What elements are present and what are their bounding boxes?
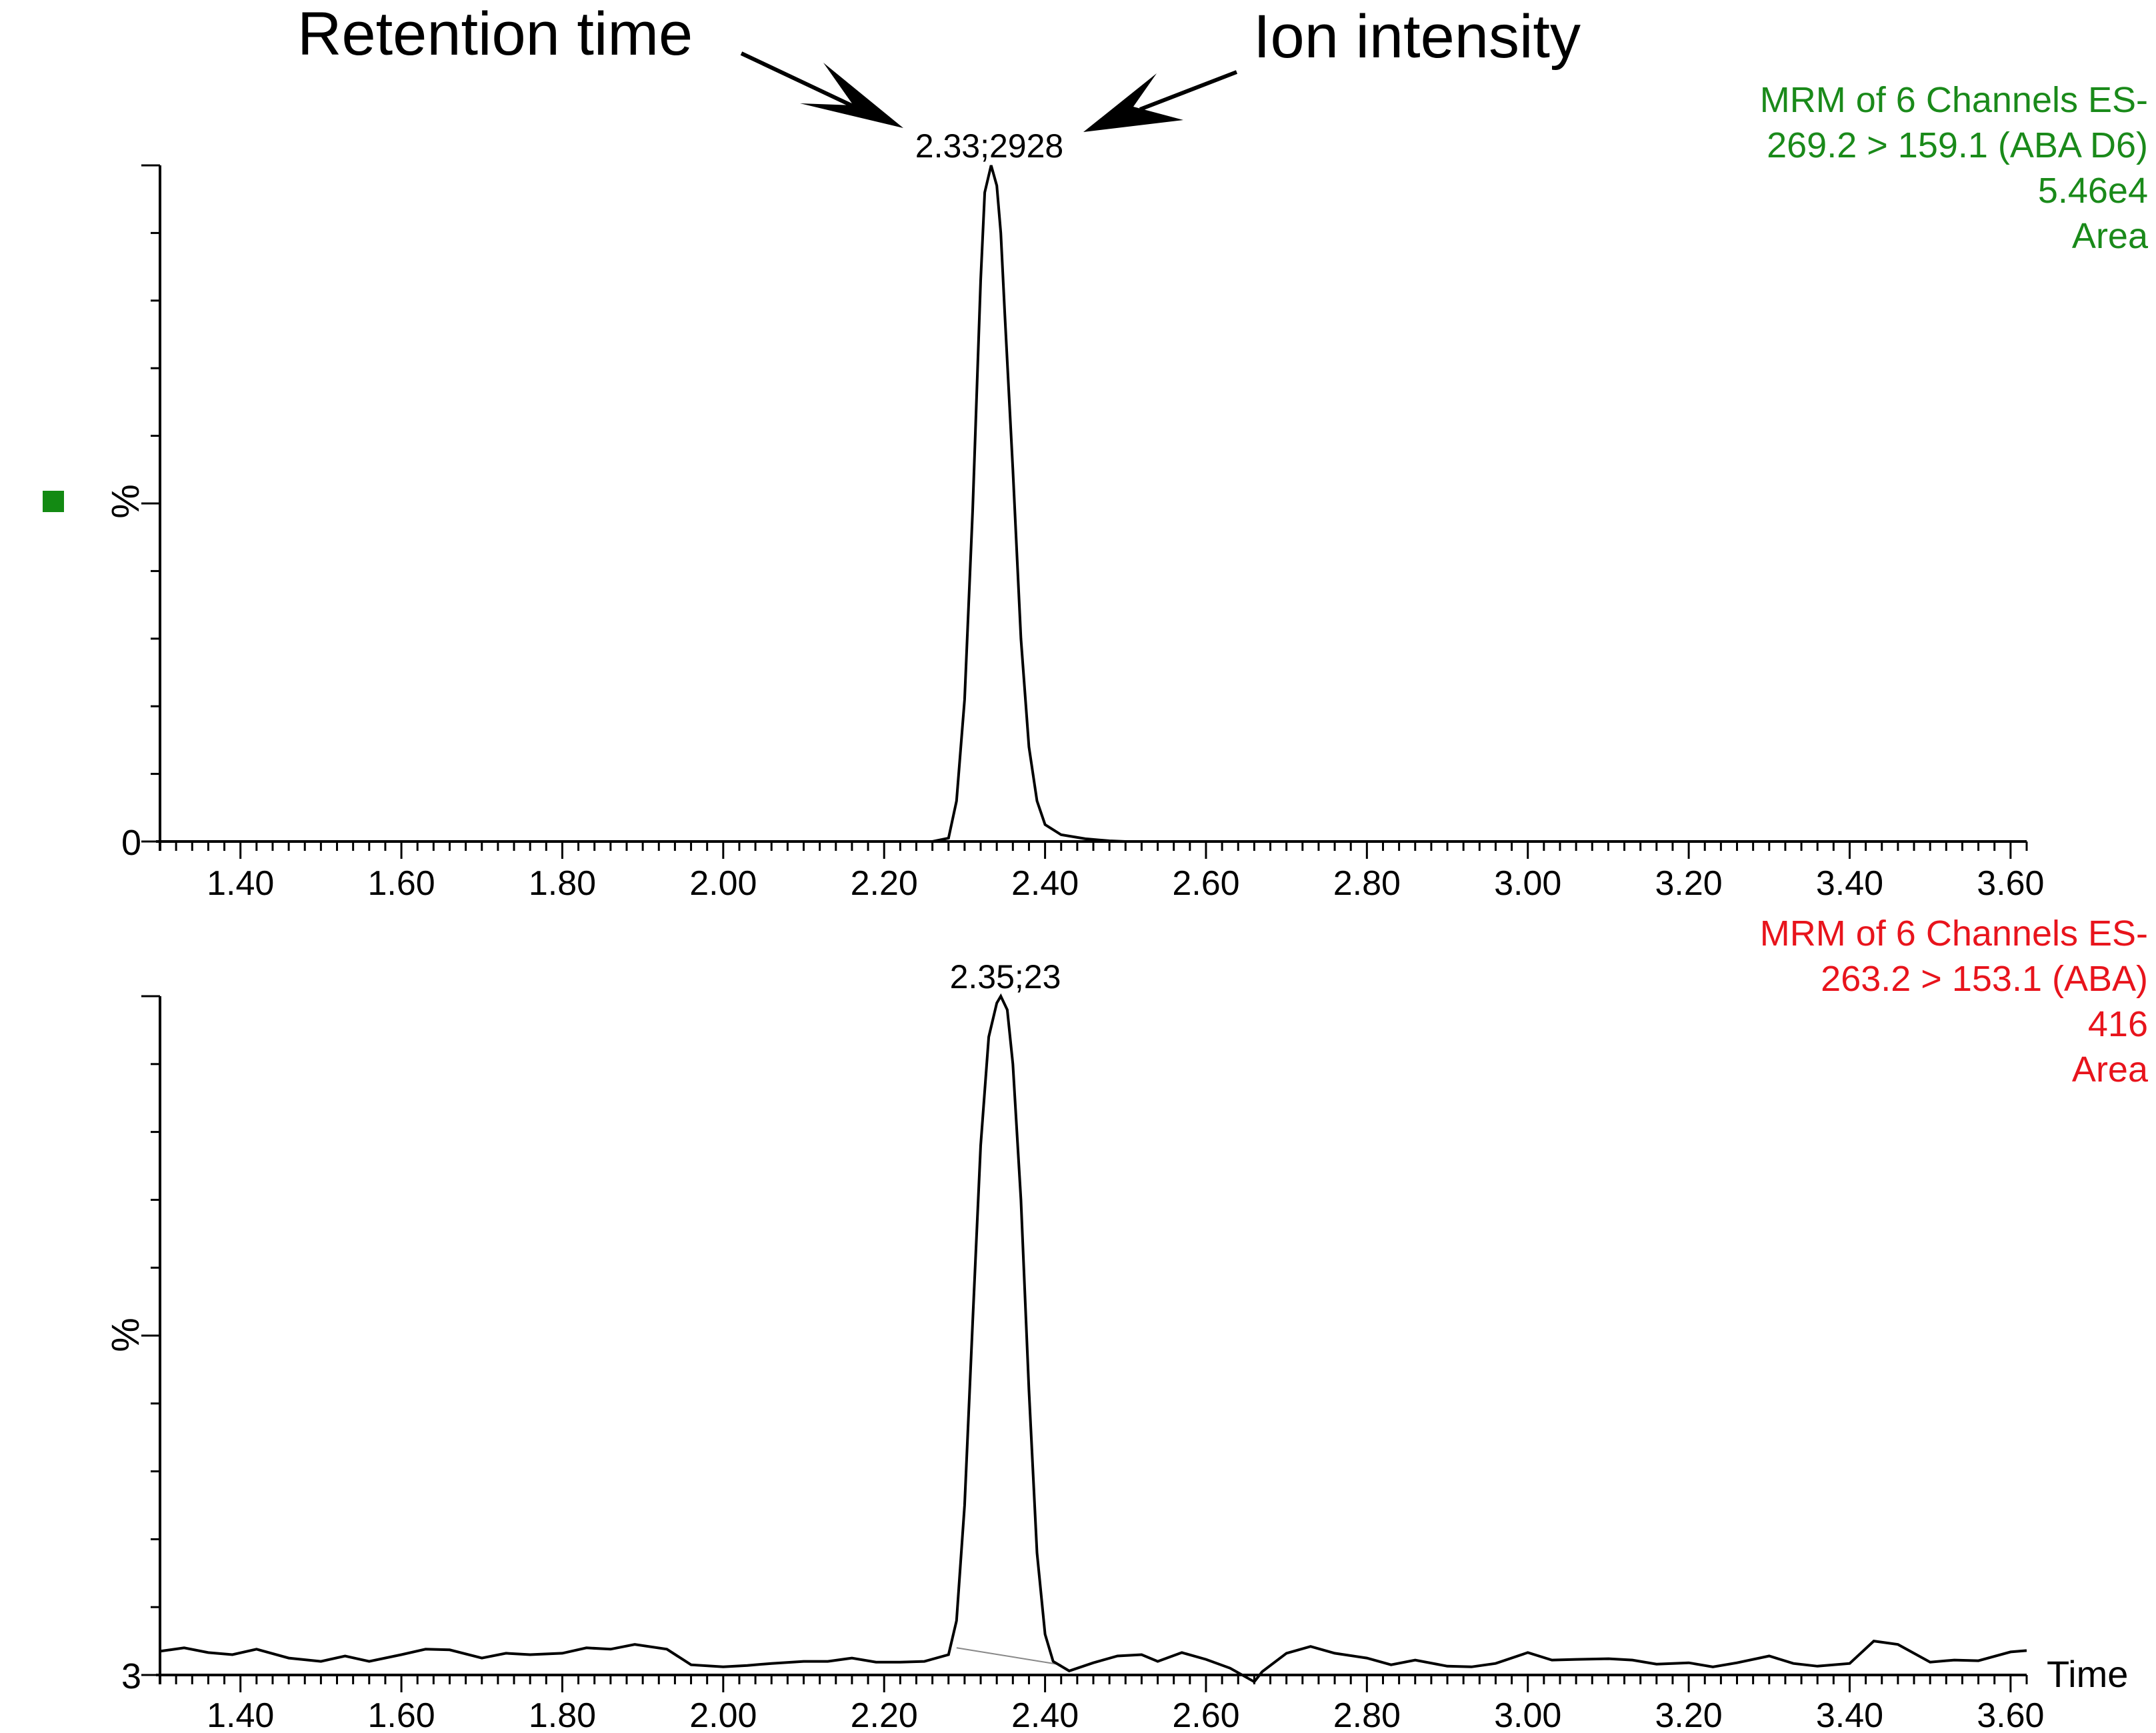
ion-intensity-annotation: Ion intensity [1253,3,1581,71]
x-tick-label: 3.20 [1655,1696,1722,1733]
integration-baseline [956,1647,1061,1666]
y-tick-label: 0 [121,823,141,863]
x-tick-label: 3.00 [1494,1696,1561,1733]
x-tick-label: 2.20 [851,864,918,903]
x-tick-label: 2.20 [851,1696,918,1733]
y-tick-label: 3 [121,1656,141,1696]
x-tick-label: 2.60 [1172,1696,1239,1733]
x-tick-label: 3.60 [1977,1696,2044,1733]
ion-intensity-arrow [1083,70,1238,132]
x-tick-label: 2.60 [1172,864,1239,903]
retention-time-arrow [740,51,903,128]
x-tick-labels: 1.40 1.60 1.80 2.00 2.20 2.40 2.60 2.80 … [207,864,2044,903]
x-tick-label: 2.80 [1333,1696,1401,1733]
y-axis-label: % [104,1318,147,1352]
legend-line: MRM of 6 Channels ES- [1760,80,2148,120]
x-tick-label: 1.60 [367,1696,435,1733]
channel-marker-square [43,491,64,512]
y-axis-label: % [104,484,147,519]
x-tick-label: 3.60 [1977,864,2044,903]
x-tick-label: 1.40 [207,864,274,903]
chromatogram-trace [160,165,2027,843]
retention-time-annotation: Retention time [297,0,693,68]
x-tick-label: 3.00 [1494,864,1561,903]
legend-line: 416 [2088,1004,2148,1044]
x-tick-label: 2.00 [689,1696,757,1733]
x-tick-label: 3.20 [1655,864,1722,903]
legend-line: 263.2 > 153.1 (ABA) [1821,959,2148,999]
x-tick-label: 3.40 [1816,1696,1883,1733]
x-tick-label: 1.60 [367,864,435,903]
chromatogram-trace [159,993,2027,1684]
chromatogram-panel-top: MRM of 6 Channels ES- 269.2 > 159.1 (ABA… [104,80,2149,903]
peak-label: 2.35;23 [950,958,1061,996]
x-tick-label: 1.80 [529,1696,596,1733]
legend-top: MRM of 6 Channels ES- 269.2 > 159.1 (ABA… [1760,80,2149,256]
x-tick-label: 1.40 [207,1696,274,1733]
x-tick-label: 2.40 [1011,1696,1079,1733]
legend-line: 5.46e4 [2038,171,2148,211]
legend-line: 269.2 > 159.1 (ABA D6) [1767,125,2148,165]
x-tick-label: 2.00 [689,864,757,903]
x-tick-label: 1.80 [529,864,596,903]
legend-line: MRM of 6 Channels ES- [1760,914,2148,954]
x-axis-label: Time [2047,1653,2128,1695]
legend-line: Area [2072,1050,2149,1090]
legend-line: Area [2072,216,2149,256]
peak-label: 2.33;2928 [915,127,1063,165]
chromatogram-panel-bottom: MRM of 6 Channels ES- 263.2 > 153.1 (ABA… [104,914,2149,1733]
x-tick-label: 2.40 [1011,864,1079,903]
axes [141,995,2028,1692]
legend-bottom: MRM of 6 Channels ES- 263.2 > 153.1 (ABA… [1760,914,2149,1090]
x-tick-label: 3.40 [1816,864,1883,903]
x-tick-label: 2.80 [1333,864,1401,903]
x-tick-labels: 1.40 1.60 1.80 2.00 2.20 2.40 2.60 2.80 … [207,1696,2044,1733]
